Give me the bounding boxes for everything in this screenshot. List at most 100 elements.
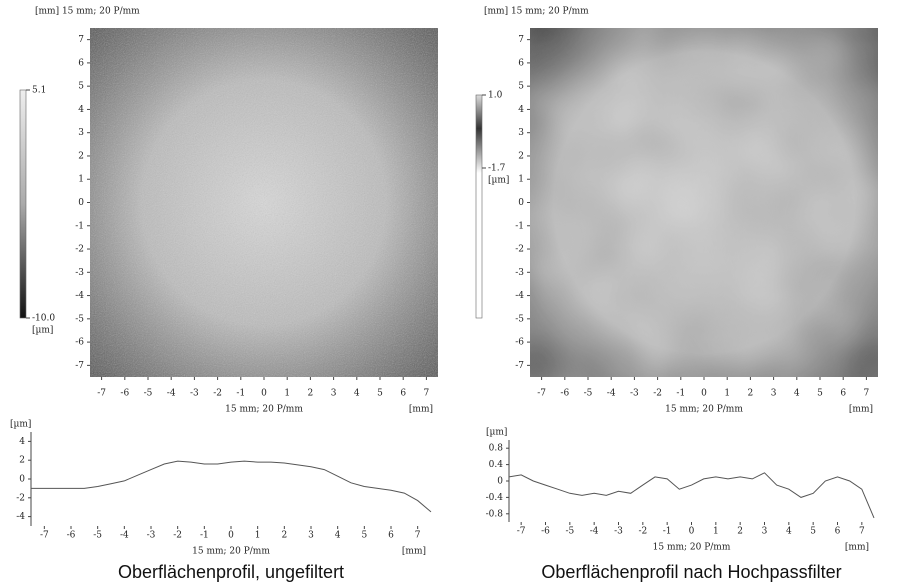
y-tick-label: 5 xyxy=(518,82,524,92)
x-tick-label: 6 xyxy=(840,389,846,399)
x-tick-label: 2 xyxy=(308,389,314,399)
y-tick-label: 2 xyxy=(518,151,524,161)
x-tick-label: -3 xyxy=(190,389,199,399)
x-tick-label: -6 xyxy=(560,389,569,399)
x-tick-label: -6 xyxy=(120,389,129,399)
y-tick-label: -4 xyxy=(75,291,84,301)
x-tick-label: 3 xyxy=(771,389,777,399)
surface xyxy=(530,28,878,377)
map-title: [mm] 15 mm; 20 P/mm xyxy=(35,7,140,17)
x-axis-label: 15 mm; 20 P/mm xyxy=(653,543,731,553)
y-tick-label: -1 xyxy=(75,221,84,231)
y-tick-label: -6 xyxy=(515,338,524,348)
caption: Oberflächenprofil, ungefiltert xyxy=(118,562,344,582)
surface xyxy=(90,28,438,377)
y-tick-label: 0 xyxy=(78,198,84,208)
x-tick-label: 4 xyxy=(786,527,792,537)
y-tick-label: -5 xyxy=(75,314,84,324)
x-tick-label: -2 xyxy=(653,389,662,399)
y-tick-label: 0.8 xyxy=(489,444,504,454)
y-tick-label: 4 xyxy=(19,437,25,447)
x-tick-label: 0 xyxy=(261,389,267,399)
y-tick-label: 7 xyxy=(78,35,84,45)
y-tick-label: 1 xyxy=(78,175,84,185)
x-tick-label: -2 xyxy=(213,389,222,399)
x-unit: [mm] xyxy=(402,547,426,557)
y-tick-label: -0.8 xyxy=(486,509,504,519)
x-tick-label: 6 xyxy=(400,389,406,399)
x-tick-label: -1 xyxy=(676,389,685,399)
x-tick-label: -2 xyxy=(173,531,182,541)
x-tick-label: 2 xyxy=(737,527,743,537)
profile-line xyxy=(31,460,432,513)
x-tick-label: 5 xyxy=(377,389,383,399)
x-tick-label: 3 xyxy=(331,389,337,399)
x-tick-label: -7 xyxy=(40,531,49,541)
y-tick-label: 3 xyxy=(518,128,524,138)
x-unit: [mm] xyxy=(409,405,433,415)
y-tick-label: -2 xyxy=(16,493,25,503)
y-tick-label: -6 xyxy=(75,338,84,348)
x-tick-label: 3 xyxy=(762,527,768,537)
y-tick-label: 1 xyxy=(518,175,524,185)
y-tick-label: 6 xyxy=(78,58,84,68)
y-tick-label: -3 xyxy=(75,268,84,278)
x-tick-label: -1 xyxy=(663,527,672,537)
x-tick-label: -3 xyxy=(614,527,623,537)
y-tick-label: 7 xyxy=(518,35,524,45)
x-tick-label: -2 xyxy=(638,527,647,537)
profile-line xyxy=(508,472,875,519)
x-tick-label: -4 xyxy=(167,389,176,399)
x-tick-label: 2 xyxy=(748,389,754,399)
x-axis-label: 15 mm; 20 P/mm xyxy=(192,547,270,557)
y-tick-label: 0.4 xyxy=(489,460,504,470)
y-tick-label: -2 xyxy=(75,245,84,255)
colorbar-unit: [µm] xyxy=(488,176,509,186)
x-tick-label: 4 xyxy=(335,531,341,541)
x-axis-label: 15 mm; 20 P/mm xyxy=(225,405,303,415)
caption: Oberflächenprofil nach Hochpassfilter xyxy=(541,562,841,582)
y-tick-label: -3 xyxy=(515,268,524,278)
y-tick-label: -5 xyxy=(515,314,524,324)
x-tick-label: 6 xyxy=(388,531,394,541)
x-tick-label: 4 xyxy=(354,389,360,399)
x-tick-label: -4 xyxy=(590,527,599,537)
x-tick-label: -6 xyxy=(67,531,76,541)
y-tick-label: -0.4 xyxy=(486,493,504,503)
x-tick-label: -3 xyxy=(147,531,156,541)
x-tick-label: -5 xyxy=(565,527,574,537)
y-axis-label: [µm] xyxy=(486,428,507,438)
colorbar-label: -10.0 xyxy=(32,314,55,324)
x-tick-label: -7 xyxy=(97,389,106,399)
x-tick-label: -5 xyxy=(144,389,153,399)
x-tick-label: -3 xyxy=(630,389,639,399)
y-tick-label: -4 xyxy=(515,291,524,301)
colorbar-label: 5.1 xyxy=(32,86,46,96)
x-tick-label: 1 xyxy=(713,527,719,537)
x-tick-label: 5 xyxy=(361,531,367,541)
x-tick-label: -4 xyxy=(120,531,129,541)
x-tick-label: 0 xyxy=(228,531,234,541)
y-tick-label: 0 xyxy=(19,475,25,485)
x-tick-label: 5 xyxy=(810,527,816,537)
colorbar xyxy=(19,89,27,319)
x-tick-label: 7 xyxy=(424,389,430,399)
y-tick-label: 5 xyxy=(78,82,84,92)
x-tick-label: -1 xyxy=(236,389,245,399)
map-title: [mm] 15 mm; 20 P/mm xyxy=(484,7,589,17)
y-tick-label: 2 xyxy=(19,456,25,466)
x-tick-label: -7 xyxy=(537,389,546,399)
y-tick-label: 4 xyxy=(518,105,524,115)
x-tick-label: 1 xyxy=(284,389,290,399)
x-tick-label: 4 xyxy=(794,389,800,399)
x-tick-label: 3 xyxy=(308,531,314,541)
x-tick-label: -6 xyxy=(541,527,550,537)
y-tick-label: -4 xyxy=(16,512,25,522)
x-tick-label: 6 xyxy=(835,527,841,537)
y-tick-label: -7 xyxy=(75,361,84,371)
y-tick-label: 2 xyxy=(78,151,84,161)
y-tick-label: 0 xyxy=(518,198,524,208)
x-tick-label: -4 xyxy=(607,389,616,399)
colorbar-label: 1.0 xyxy=(488,91,503,101)
x-tick-label: 5 xyxy=(817,389,823,399)
